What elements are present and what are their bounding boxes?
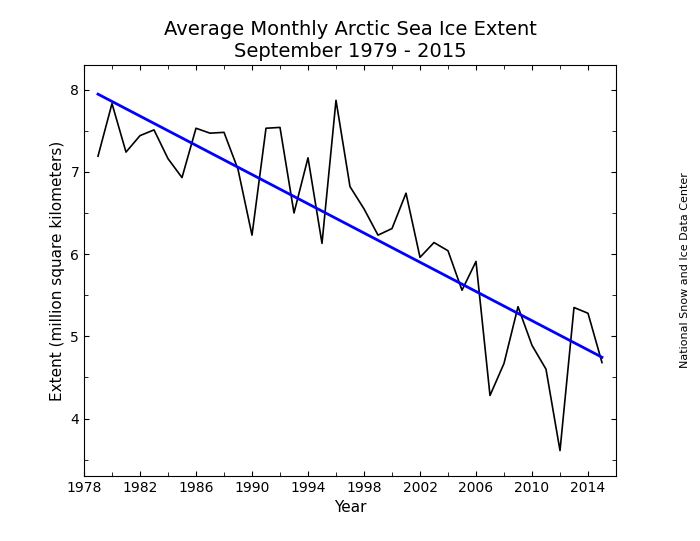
Text: National Snow and Ice Data Center: National Snow and Ice Data Center [680,173,689,368]
Title: Average Monthly Arctic Sea Ice Extent
September 1979 - 2015: Average Monthly Arctic Sea Ice Extent Se… [164,19,536,61]
X-axis label: Year: Year [334,500,366,516]
Y-axis label: Extent (million square kilometers): Extent (million square kilometers) [50,140,64,401]
